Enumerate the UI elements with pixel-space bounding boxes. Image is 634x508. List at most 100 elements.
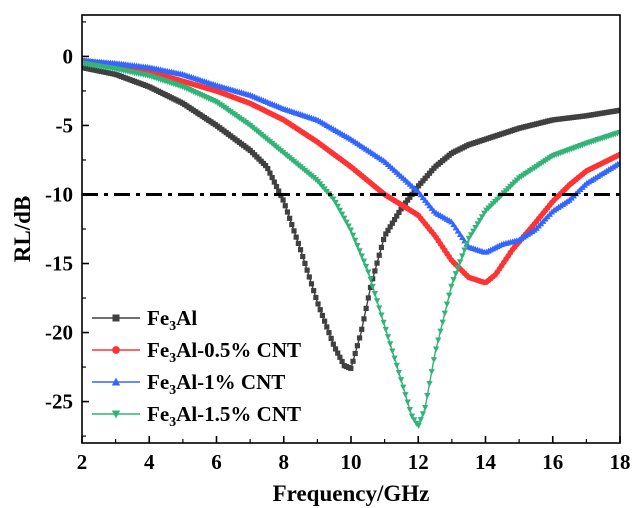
legend-label: Fe3Al-1% CNT	[147, 370, 285, 398]
series-4-point	[415, 422, 422, 429]
series-1-point	[317, 307, 323, 313]
legend-label-rest: Al-1% CNT	[176, 370, 285, 394]
series-1-point	[324, 324, 330, 330]
axis-layer: 2 4 6 8 10 12 14 16 18 0 -5 -10 -15 -20 -25	[45, 14, 631, 474]
series-4	[82, 60, 620, 429]
series-4-point	[387, 341, 394, 348]
legend-label-rest: Al-0.5% CNT	[176, 338, 301, 362]
series-1-point	[332, 346, 339, 352]
legend-label-subscript: 3	[169, 351, 176, 366]
legend-marker	[112, 314, 120, 322]
series-4-point	[446, 292, 453, 299]
series-1-point	[391, 217, 398, 223]
x-tick-label: 18	[610, 450, 631, 474]
series-4-point	[354, 242, 361, 249]
series-1-point	[289, 221, 295, 228]
series-1-point	[394, 213, 400, 219]
series-1-point	[352, 350, 358, 357]
legend-item-4: Fe3Al-1.5% CNT	[92, 402, 301, 430]
series-4-point	[439, 319, 446, 326]
legend-label-rest: Al-1.5% CNT	[176, 402, 301, 426]
series-4-point	[378, 312, 385, 319]
series-1-point	[387, 224, 393, 230]
series-1-point	[376, 252, 382, 258]
legend-label: Fe3Al-1.5% CNT	[147, 402, 301, 430]
x-tick-label: 10	[341, 450, 362, 474]
series-4-point	[616, 129, 620, 136]
series-1-point	[407, 194, 413, 200]
series-4-point	[450, 277, 457, 284]
series-layer	[82, 57, 620, 429]
series-1-point	[363, 305, 369, 311]
series-1-point	[269, 174, 275, 181]
series-1-point	[361, 316, 367, 322]
series-4-point	[474, 221, 481, 228]
series-4-point	[432, 346, 440, 353]
legend-label-base: Fe	[147, 306, 169, 330]
series-1-point	[276, 188, 282, 194]
series-1-point	[350, 358, 356, 364]
x-tick-label: 6	[211, 450, 222, 474]
series-4-point	[437, 328, 444, 335]
series-4-point	[338, 211, 346, 218]
series-1-point	[326, 330, 332, 336]
series-4-point	[341, 215, 348, 222]
series-4-point	[417, 417, 424, 424]
series-1-point	[385, 227, 391, 233]
series-1-point	[287, 215, 293, 221]
series-4-point	[430, 357, 438, 364]
series-1-point	[378, 244, 385, 250]
series-4-point	[363, 263, 370, 270]
series-4-point	[397, 377, 405, 384]
x-tick-label: 16	[542, 450, 563, 474]
series-4-point	[478, 214, 486, 221]
series-1-point	[308, 281, 315, 287]
series-4-point	[358, 253, 365, 260]
legend-label: Fe3Al	[147, 306, 197, 334]
series-4-point	[422, 404, 429, 411]
series-4-point	[406, 407, 413, 414]
legend-label-base: Fe	[147, 338, 169, 362]
series-4-point	[404, 399, 411, 406]
series-1-point	[302, 260, 308, 266]
series-4-point	[467, 232, 475, 239]
series-4-point	[465, 235, 472, 242]
series-1-point	[372, 268, 378, 274]
series-4-point	[435, 337, 442, 344]
series-4-point	[476, 217, 483, 224]
series-4-point	[389, 348, 396, 355]
series-4-point	[452, 271, 459, 278]
series-4-point	[402, 392, 409, 399]
series-1-point	[322, 318, 328, 324]
series-1-point	[284, 209, 291, 215]
series-4-point	[470, 228, 477, 235]
x-tick-label: 4	[144, 450, 155, 474]
x-tick-label: 12	[408, 450, 429, 474]
series-4-point	[454, 265, 462, 272]
series-4-point	[395, 369, 403, 376]
x-tick-label: 14	[475, 450, 497, 474]
series-4-point	[369, 283, 376, 290]
series-4-point	[343, 219, 350, 226]
series-1-point	[617, 107, 620, 113]
y-tick-label: 0	[63, 44, 74, 68]
series-1-point	[367, 284, 374, 291]
series-4-point	[332, 199, 339, 206]
series-4-point	[426, 381, 433, 388]
series-1-point	[402, 200, 409, 206]
y-tick-label: -15	[45, 252, 73, 276]
series-1-point	[330, 341, 336, 347]
legend-label-rest: Al	[176, 306, 197, 330]
series-1-point	[295, 240, 301, 247]
series-1-point	[273, 183, 280, 190]
series-1-point	[359, 326, 365, 332]
series-1-point	[300, 253, 306, 260]
series-1-point	[304, 267, 310, 273]
series-4-point	[384, 334, 392, 341]
series-4-point	[349, 232, 357, 239]
legend-marker	[111, 377, 121, 386]
legend-item-2: Fe3Al-0.5% CNT	[92, 338, 301, 366]
series-4-point	[382, 326, 389, 333]
